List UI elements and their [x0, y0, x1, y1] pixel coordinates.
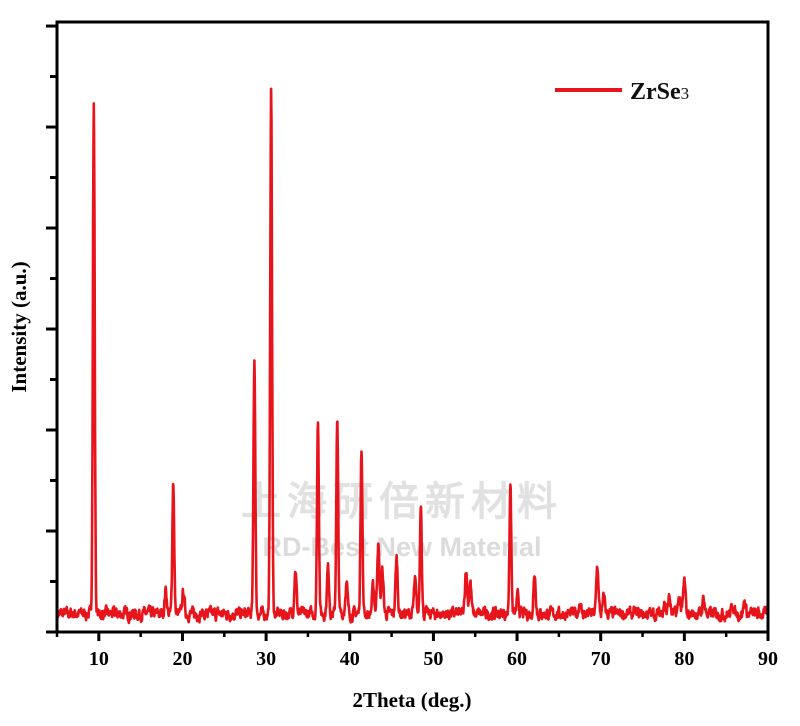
legend: ZrSe3 — [555, 79, 689, 105]
y-axis-title: Intensity (a.u.) — [7, 261, 31, 392]
series-line-zrse3 — [55, 87, 770, 625]
x-axis-title: 2Theta (deg.) — [353, 688, 472, 712]
x-tick-label: 30 — [256, 648, 276, 670]
watermark: 上海研倍新材料 RD-Best New Material — [241, 479, 563, 562]
watermark-english: RD-Best New Material — [262, 532, 541, 562]
legend-label-subscript: 3 — [681, 84, 690, 103]
x-tick-label: 90 — [758, 648, 778, 670]
legend-label: ZrSe3 — [630, 79, 689, 105]
x-tick-label: 70 — [591, 648, 611, 670]
x-tick-label: 10 — [89, 648, 109, 670]
x-tick-label: 20 — [172, 648, 192, 670]
legend-label-main: ZrSe — [630, 79, 681, 105]
x-tick-label: 80 — [674, 648, 694, 670]
x-tick-label: 40 — [340, 648, 360, 670]
watermark-chinese: 上海研倍新材料 — [241, 479, 563, 525]
x-tick-label: 50 — [423, 648, 443, 670]
plot-frame — [55, 20, 770, 634]
x-tick-label: 60 — [507, 648, 527, 670]
